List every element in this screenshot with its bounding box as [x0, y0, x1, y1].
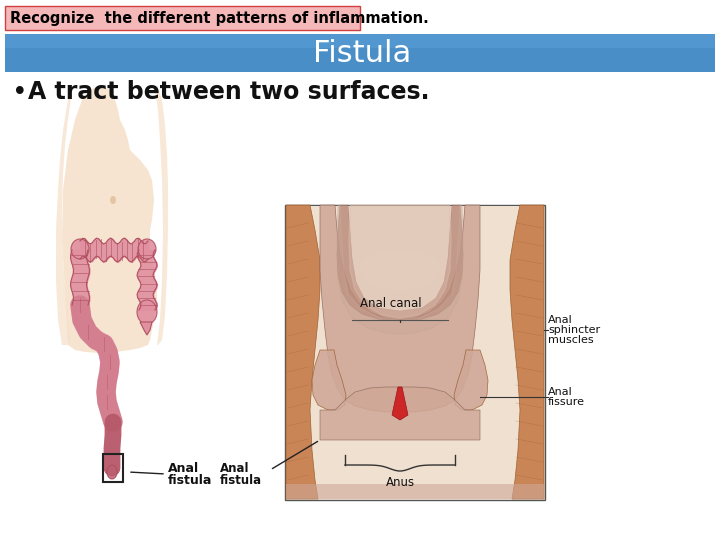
Polygon shape	[56, 85, 72, 345]
Text: •: •	[12, 80, 27, 106]
Ellipse shape	[71, 239, 89, 259]
Text: sphincter: sphincter	[548, 325, 600, 335]
Text: Recognize  the different patterns of inflammation.: Recognize the different patterns of infl…	[10, 10, 428, 25]
Ellipse shape	[360, 250, 440, 290]
Polygon shape	[337, 205, 463, 321]
FancyBboxPatch shape	[5, 6, 360, 30]
Polygon shape	[320, 205, 480, 412]
Text: A tract between two surfaces.: A tract between two surfaces.	[28, 80, 430, 104]
Text: Anal: Anal	[168, 462, 199, 475]
Text: fissure: fissure	[548, 397, 585, 407]
Polygon shape	[349, 205, 451, 318]
Ellipse shape	[107, 465, 117, 479]
Polygon shape	[155, 85, 168, 345]
FancyBboxPatch shape	[286, 206, 544, 499]
FancyBboxPatch shape	[5, 34, 715, 72]
Polygon shape	[320, 387, 480, 440]
Text: muscles: muscles	[548, 335, 593, 345]
Text: Anal canal: Anal canal	[360, 297, 422, 310]
Polygon shape	[286, 205, 320, 499]
Ellipse shape	[110, 196, 116, 204]
Polygon shape	[140, 322, 152, 335]
Polygon shape	[312, 350, 346, 410]
Polygon shape	[392, 387, 408, 420]
FancyBboxPatch shape	[285, 205, 545, 500]
FancyBboxPatch shape	[286, 484, 544, 499]
Text: fistula: fistula	[168, 474, 212, 487]
Text: Anal: Anal	[220, 462, 250, 475]
Polygon shape	[454, 350, 488, 410]
Ellipse shape	[138, 239, 156, 259]
Ellipse shape	[137, 300, 157, 324]
Text: Anal: Anal	[548, 315, 572, 325]
FancyBboxPatch shape	[5, 34, 715, 48]
Text: Anus: Anus	[385, 476, 415, 489]
Polygon shape	[337, 205, 463, 334]
Text: fistula: fistula	[220, 474, 262, 487]
Text: Anal: Anal	[548, 387, 572, 397]
Polygon shape	[62, 85, 157, 353]
Polygon shape	[510, 205, 544, 499]
Text: Fistula: Fistula	[313, 38, 411, 68]
